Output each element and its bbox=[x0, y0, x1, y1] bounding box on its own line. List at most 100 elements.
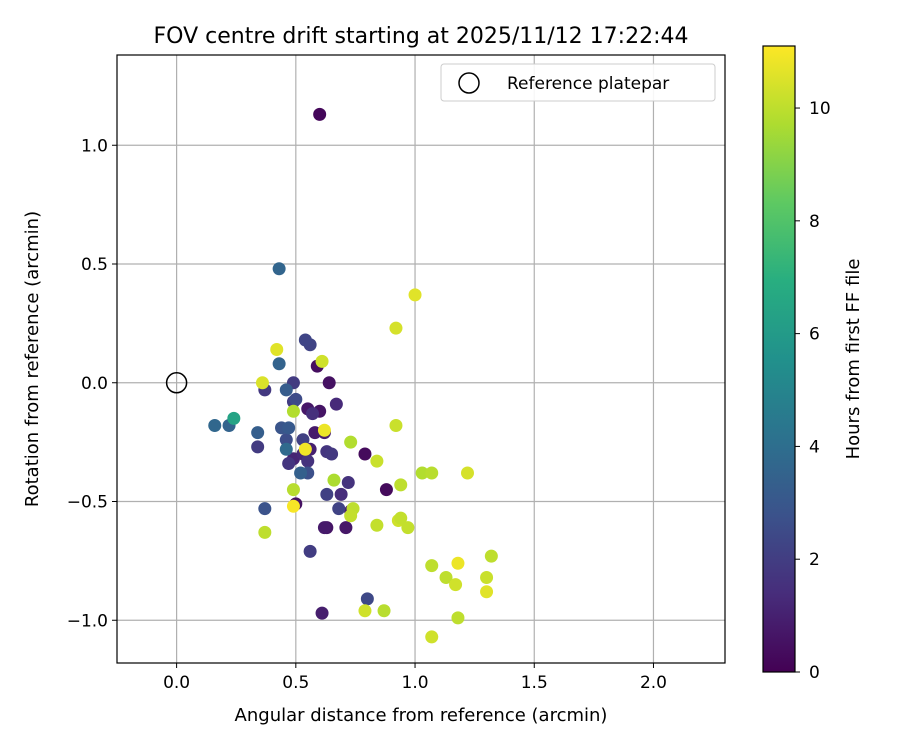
data-point bbox=[425, 466, 439, 480]
data-point bbox=[344, 435, 358, 449]
data-point bbox=[315, 606, 329, 620]
data-point bbox=[301, 454, 315, 468]
colorbar-tick-label: 2 bbox=[809, 550, 820, 570]
data-points bbox=[165, 107, 498, 644]
colorbar-ticks: 0 2 4 6 8 10 bbox=[795, 99, 831, 683]
y-tick-label: −0.5 bbox=[67, 493, 108, 513]
data-point bbox=[322, 376, 336, 390]
x-axis-label: Angular distance from reference (arcmin) bbox=[235, 705, 608, 726]
data-point bbox=[286, 404, 300, 418]
y-axis-label: Rotation from reference (arcmin) bbox=[22, 211, 43, 507]
y-tick-label: 0.0 bbox=[81, 374, 108, 394]
data-point bbox=[415, 466, 429, 480]
data-point bbox=[425, 630, 439, 644]
x-tick-label: 0.0 bbox=[163, 673, 190, 693]
data-point bbox=[320, 487, 334, 501]
legend-reference-marker bbox=[458, 72, 480, 94]
data-point bbox=[282, 457, 296, 470]
legend-label: Reference platepar bbox=[507, 74, 669, 94]
data-point bbox=[329, 397, 343, 411]
data-point bbox=[270, 343, 284, 356]
y-ticks: −1.0 −0.5 0.0 0.5 1.0 bbox=[67, 136, 117, 631]
data-point bbox=[484, 549, 498, 563]
colorbar-tick-label: 0 bbox=[809, 663, 820, 683]
data-point bbox=[286, 499, 300, 513]
data-point bbox=[279, 433, 293, 447]
data-point bbox=[358, 604, 372, 618]
y-tick-label: 1.0 bbox=[81, 136, 108, 156]
data-point bbox=[339, 521, 353, 535]
y-tick-label: 0.5 bbox=[81, 255, 108, 275]
data-point bbox=[451, 611, 465, 625]
data-point bbox=[317, 423, 331, 437]
data-point bbox=[272, 262, 286, 276]
data-point bbox=[379, 483, 393, 497]
reference-platepar-marker bbox=[165, 372, 188, 394]
data-point bbox=[377, 604, 391, 618]
data-point bbox=[327, 473, 341, 487]
x-tick-label: 2.0 bbox=[640, 673, 667, 693]
x-tick-label: 0.5 bbox=[282, 673, 309, 693]
colorbar-label: Hours from first FF file bbox=[843, 259, 864, 460]
colorbar-tick-label: 8 bbox=[809, 212, 820, 232]
data-point bbox=[451, 556, 465, 570]
data-point bbox=[251, 440, 265, 454]
data-point bbox=[370, 518, 384, 532]
data-point bbox=[251, 426, 265, 440]
legend: Reference platepar bbox=[440, 63, 716, 102]
data-point bbox=[360, 592, 374, 606]
data-point bbox=[255, 376, 269, 390]
data-point bbox=[341, 476, 355, 489]
legend-box bbox=[440, 63, 716, 102]
data-point bbox=[258, 525, 272, 539]
data-point bbox=[282, 421, 296, 435]
data-point bbox=[317, 521, 331, 535]
data-point bbox=[394, 511, 408, 525]
data-point bbox=[279, 383, 293, 397]
data-point bbox=[460, 466, 474, 480]
data-point bbox=[449, 578, 463, 592]
colorbar-tick-label: 4 bbox=[809, 437, 820, 457]
y-tick-label: −1.0 bbox=[67, 611, 108, 631]
data-point bbox=[480, 585, 494, 599]
data-point bbox=[294, 466, 308, 480]
x-tick-label: 1.5 bbox=[521, 673, 548, 693]
data-point bbox=[358, 447, 372, 461]
data-point bbox=[313, 107, 327, 121]
data-point bbox=[389, 419, 403, 432]
data-point bbox=[279, 442, 293, 456]
data-point bbox=[332, 502, 346, 516]
data-point bbox=[439, 571, 453, 584]
data-point bbox=[315, 354, 329, 368]
x-tick-label: 1.0 bbox=[402, 673, 429, 693]
data-point bbox=[401, 521, 415, 535]
data-point bbox=[303, 544, 317, 558]
grid bbox=[117, 55, 725, 663]
data-point bbox=[370, 454, 384, 468]
data-point bbox=[325, 447, 339, 461]
data-point bbox=[227, 411, 241, 425]
data-point bbox=[480, 571, 494, 584]
data-point bbox=[425, 559, 439, 573]
data-point bbox=[389, 321, 403, 335]
data-point bbox=[394, 478, 408, 492]
data-point bbox=[289, 392, 303, 406]
data-point bbox=[258, 502, 272, 516]
chart-title: FOV centre drift starting at 2025/11/12 … bbox=[154, 24, 689, 49]
plot-frame bbox=[116, 54, 726, 664]
colorbar-tick-label: 6 bbox=[809, 325, 820, 345]
data-point bbox=[306, 407, 320, 421]
colorbar-frame bbox=[762, 45, 796, 673]
colorbar: 0 2 4 6 8 10 Hours from first FF file bbox=[762, 45, 864, 683]
data-point bbox=[272, 357, 286, 371]
data-point bbox=[298, 442, 312, 456]
data-point bbox=[208, 419, 222, 432]
colorbar-tick-label: 10 bbox=[809, 99, 831, 119]
data-point bbox=[298, 333, 312, 347]
data-point bbox=[344, 509, 358, 523]
data-point bbox=[286, 483, 300, 497]
data-point bbox=[408, 288, 422, 302]
x-ticks: 0.0 0.5 1.0 1.5 2.0 bbox=[163, 663, 667, 693]
colorbar-gradient bbox=[763, 46, 795, 672]
